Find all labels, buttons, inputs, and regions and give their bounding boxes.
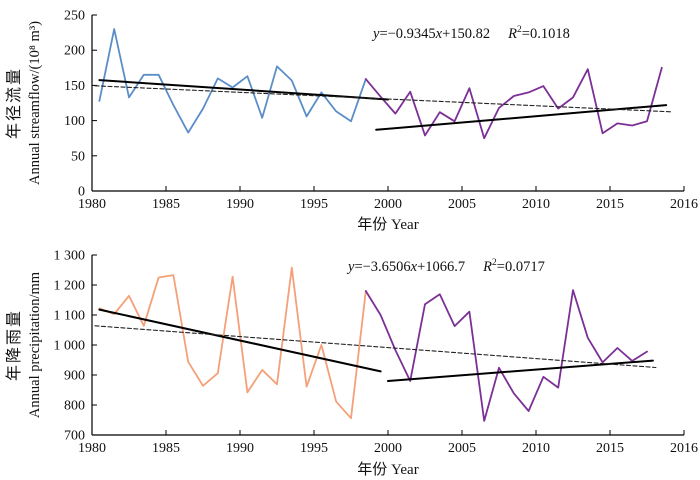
x-tick-label: 2016: [670, 197, 698, 212]
x-tick-label: 1980: [78, 441, 106, 456]
equation-body: =−0.9345: [379, 25, 436, 42]
equation-var-y: y: [348, 258, 355, 275]
r-squared-exponent: 2: [492, 258, 497, 268]
y-tick-label: 0: [78, 185, 85, 200]
y-tick-label: 100: [64, 114, 85, 129]
x-tick-label: 2010: [522, 441, 550, 456]
y-tick-label: 700: [64, 429, 85, 444]
y-tick-label: 1 300: [54, 249, 86, 264]
equation-intercept: +1066.7: [417, 258, 466, 275]
series-trend-precipitation-early: [98, 308, 382, 373]
equation-var-x: x: [435, 25, 443, 42]
y-tick-label: 1 100: [54, 309, 86, 324]
x-tick-label: 1990: [226, 441, 254, 456]
series-trend-precipitation-overall: [94, 325, 657, 369]
series-precipitation-1999-2018: [364, 289, 648, 422]
panel-streamflow: 1980 1985 1990 1995 2000 2005 2010 2015 2016 0 50 1…: [64, 9, 698, 213]
y-tick-label: 250: [64, 9, 85, 24]
series-trend-precipitation-late: [387, 359, 654, 382]
r-squared-label: R: [508, 25, 518, 42]
x-tick-label: 1995: [300, 441, 328, 456]
x-tick-label: 1985: [152, 197, 180, 212]
x-tick-label: 1985: [152, 441, 180, 456]
y-tick-label: 150: [64, 79, 85, 94]
equation-body: =−3.6506: [354, 258, 411, 275]
equation-var-y: y: [373, 25, 380, 42]
x-tick-label: 2015: [596, 441, 624, 456]
y-tick-label: 1 000: [54, 339, 86, 354]
y-tick-label: 1 200: [54, 279, 86, 294]
x-tick-label: 1990: [226, 197, 254, 212]
y-axis-title-streamflow-cn: 年径流量: [6, 67, 23, 140]
panel-precipitation: 1980 1985 1990 1995 2000 2005 2010 2015 2016 700 8…: [54, 249, 699, 457]
x-tick-label: 2005: [448, 441, 476, 456]
y-axis-title-precipitation: 年降雨量 Annual precipitation/mm: [4, 235, 48, 455]
x-tick-label: 2005: [448, 197, 476, 212]
y-tick-label: 900: [64, 369, 85, 384]
r-squared-value: =0.1018: [521, 25, 570, 42]
series-trend-streamflow-early: [98, 79, 389, 101]
y-axis-title-streamflow: 年径流量 Annual streamflow/(10⁸ m³): [4, 0, 48, 213]
y-axis-title-precipitation-cn: 年降雨量: [6, 309, 23, 382]
equation-intercept: +150.82: [442, 25, 491, 42]
y-tick-label: 200: [64, 44, 85, 59]
x-tick-label: 2010: [522, 197, 550, 212]
r-squared-label: R: [483, 258, 493, 275]
x-tick-label: 2015: [596, 197, 624, 212]
regression-annotation-streamflow: y=−0.9345x+150.82 R2=0.1018: [373, 25, 570, 43]
x-tick-label: 2000: [374, 441, 402, 456]
x-tick-label: 1980: [78, 197, 106, 212]
y-axis-title-streamflow-en: Annual streamflow/(10⁸ m³): [27, 20, 43, 186]
series-precipitation-1981-1999: [98, 266, 367, 420]
y-axis-title-precipitation-en: Annual precipitation/mm: [27, 271, 43, 419]
x-tick-label: 1995: [300, 197, 328, 212]
x-tick-label: 2000: [374, 197, 402, 212]
x-axis-title-precipitation: 年份 Year: [357, 462, 419, 478]
r-squared-value: =0.0717: [496, 258, 545, 275]
series-trend-streamflow-overall: [94, 85, 672, 113]
x-tick-label: 2016: [670, 441, 698, 456]
y-tick-label: 50: [71, 149, 85, 164]
series-streamflow-1981-1999: [98, 28, 367, 134]
regression-annotation-precipitation: y=−3.6506x+1066.7 R2=0.0717: [348, 258, 545, 276]
series-streamflow-1999-2019: [364, 66, 663, 140]
r-squared-exponent: 2: [517, 25, 522, 35]
x-axis-title-streamflow: 年份 Year: [357, 217, 419, 233]
equation-var-x: x: [410, 258, 418, 275]
y-tick-label: 800: [64, 399, 85, 414]
